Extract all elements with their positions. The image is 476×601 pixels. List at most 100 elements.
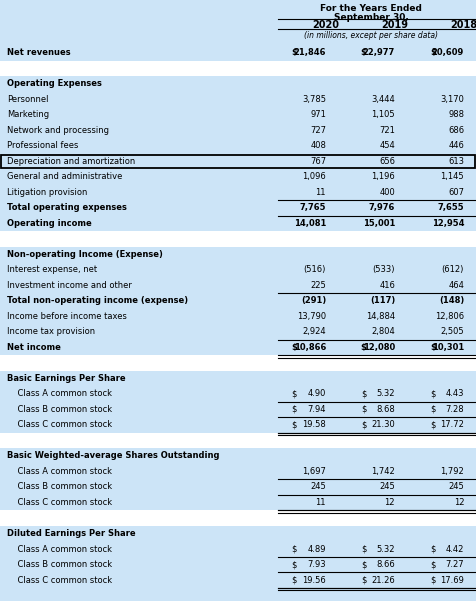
Text: 686: 686 xyxy=(448,126,464,135)
Text: 613: 613 xyxy=(448,157,464,166)
Text: 3,785: 3,785 xyxy=(302,95,326,104)
Bar xyxy=(0,231,476,246)
Text: 13,790: 13,790 xyxy=(297,312,326,321)
Text: 225: 225 xyxy=(310,281,326,290)
Text: 4.89: 4.89 xyxy=(307,545,326,554)
Text: Marketing: Marketing xyxy=(7,111,49,120)
Text: September 30,: September 30, xyxy=(334,13,409,22)
Bar xyxy=(0,138,476,154)
Text: For the Years Ended: For the Years Ended xyxy=(320,4,422,13)
Text: Investment income and other: Investment income and other xyxy=(7,281,132,290)
Text: $: $ xyxy=(430,343,436,352)
Text: 2018: 2018 xyxy=(451,20,476,31)
Text: Network and processing: Network and processing xyxy=(7,126,109,135)
Text: 4.90: 4.90 xyxy=(307,389,326,398)
Text: Class B common stock: Class B common stock xyxy=(7,560,112,569)
Text: 19.58: 19.58 xyxy=(302,421,326,430)
Text: Income tax provision: Income tax provision xyxy=(7,328,95,337)
Bar xyxy=(0,510,476,526)
Text: General and administrative: General and administrative xyxy=(7,172,122,182)
Text: (291): (291) xyxy=(301,296,326,305)
Bar xyxy=(0,216,476,231)
Text: 14,884: 14,884 xyxy=(366,312,395,321)
Text: $: $ xyxy=(361,545,366,554)
Text: $: $ xyxy=(361,421,366,430)
Text: 8.66: 8.66 xyxy=(377,560,395,569)
Text: (117): (117) xyxy=(370,296,395,305)
Text: 400: 400 xyxy=(379,188,395,197)
Text: Class C common stock: Class C common stock xyxy=(7,498,112,507)
Text: 22,977: 22,977 xyxy=(363,48,395,57)
Text: 15,001: 15,001 xyxy=(363,219,395,228)
Text: 446: 446 xyxy=(448,141,464,150)
Text: Class C common stock: Class C common stock xyxy=(7,421,112,430)
Text: 10,301: 10,301 xyxy=(432,343,464,352)
Text: $: $ xyxy=(430,560,435,569)
Text: 20,609: 20,609 xyxy=(432,48,464,57)
Text: 4.42: 4.42 xyxy=(446,545,464,554)
Text: 21,846: 21,846 xyxy=(294,48,326,57)
Text: $: $ xyxy=(430,421,435,430)
Text: 12,080: 12,080 xyxy=(363,343,395,352)
Text: Operating Expenses: Operating Expenses xyxy=(7,79,102,88)
Text: 7,655: 7,655 xyxy=(437,203,464,212)
Text: 767: 767 xyxy=(310,157,326,166)
Text: (516): (516) xyxy=(304,266,326,275)
Text: 727: 727 xyxy=(310,126,326,135)
Bar xyxy=(0,262,476,278)
Text: Total operating expenses: Total operating expenses xyxy=(7,203,127,212)
Bar xyxy=(0,169,476,185)
Text: 408: 408 xyxy=(310,141,326,150)
Text: (148): (148) xyxy=(439,296,464,305)
Text: Class B common stock: Class B common stock xyxy=(7,483,112,492)
Bar xyxy=(0,154,476,169)
Text: 2020: 2020 xyxy=(313,20,339,31)
Text: 5.32: 5.32 xyxy=(377,389,395,398)
Bar xyxy=(0,495,476,510)
Text: 7.28: 7.28 xyxy=(446,405,464,414)
Bar xyxy=(0,371,476,386)
Bar xyxy=(0,433,476,448)
Text: Depreciation and amortization: Depreciation and amortization xyxy=(7,157,135,166)
Text: Class B common stock: Class B common stock xyxy=(7,405,112,414)
Text: $: $ xyxy=(291,48,297,57)
Text: $: $ xyxy=(361,576,366,585)
Text: 454: 454 xyxy=(379,141,395,150)
Text: 1,105: 1,105 xyxy=(371,111,395,120)
Text: 11: 11 xyxy=(316,498,326,507)
Text: $: $ xyxy=(291,343,297,352)
Text: Diluted Earnings Per Share: Diluted Earnings Per Share xyxy=(7,529,136,538)
Bar xyxy=(0,200,476,216)
Text: $: $ xyxy=(430,576,435,585)
Bar xyxy=(0,479,476,495)
Text: 14,081: 14,081 xyxy=(294,219,326,228)
Text: 12,954: 12,954 xyxy=(432,219,464,228)
Text: Interest expense, net: Interest expense, net xyxy=(7,266,97,275)
Bar xyxy=(0,91,476,107)
Bar xyxy=(0,45,476,61)
Text: Operating income: Operating income xyxy=(7,219,92,228)
Text: Total non-operating income (expense): Total non-operating income (expense) xyxy=(7,296,188,305)
Text: Personnel: Personnel xyxy=(7,95,49,104)
Text: 21.30: 21.30 xyxy=(371,421,395,430)
Bar xyxy=(0,526,476,542)
Bar xyxy=(0,61,476,76)
Bar xyxy=(0,324,476,340)
Bar xyxy=(0,355,476,371)
Bar xyxy=(0,401,476,417)
Text: Basic Weighted-average Shares Outstanding: Basic Weighted-average Shares Outstandin… xyxy=(7,451,219,460)
Text: $: $ xyxy=(430,389,435,398)
Text: Net revenues: Net revenues xyxy=(7,48,71,57)
Bar xyxy=(0,293,476,309)
Text: 971: 971 xyxy=(310,111,326,120)
Bar xyxy=(0,464,476,479)
Text: 464: 464 xyxy=(448,281,464,290)
Text: $: $ xyxy=(291,545,297,554)
Text: $: $ xyxy=(430,405,435,414)
Bar xyxy=(0,107,476,123)
Bar xyxy=(0,340,476,355)
Text: 3,170: 3,170 xyxy=(440,95,464,104)
Text: $: $ xyxy=(291,389,297,398)
Text: 7,765: 7,765 xyxy=(299,203,326,212)
Bar xyxy=(0,572,476,588)
